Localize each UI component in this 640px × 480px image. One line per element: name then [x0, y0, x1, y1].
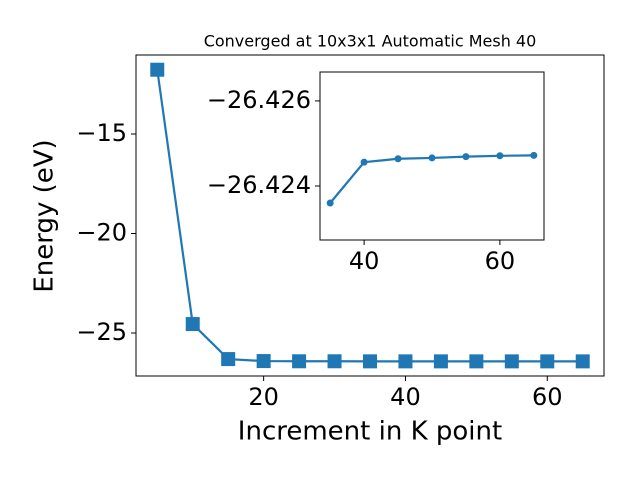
y-tick-label: −15 [76, 119, 127, 147]
x-tick-label: 60 [532, 383, 563, 411]
x-tick-label: 60 [485, 247, 516, 275]
marker [530, 151, 538, 159]
marker [504, 354, 519, 369]
marker [496, 152, 504, 160]
y-tick-label: −26.426 [207, 86, 311, 114]
marker [469, 354, 484, 369]
x-tick-label: 40 [390, 383, 421, 411]
marker [256, 354, 271, 369]
marker [221, 352, 236, 367]
marker [462, 153, 470, 161]
x-axis-label: Increment in K point [238, 417, 502, 447]
marker [428, 154, 436, 162]
marker [363, 354, 377, 369]
marker [433, 354, 448, 369]
y-tick-label: −25 [76, 318, 127, 346]
marker [540, 354, 555, 369]
marker [360, 158, 368, 166]
x-tick-label: 20 [248, 383, 279, 411]
marker [185, 317, 200, 332]
marker [575, 354, 590, 369]
x-tick-label: 40 [349, 247, 380, 275]
y-tick-label: −20 [76, 219, 127, 247]
chart-title: Converged at 10x3x1 Automatic Mesh 40 [204, 32, 537, 51]
y-axis-label: Energy (eV) [30, 139, 60, 292]
marker [327, 354, 342, 369]
marker [292, 354, 307, 369]
marker [394, 155, 402, 163]
marker [398, 354, 413, 369]
marker [326, 199, 334, 207]
marker [150, 62, 165, 77]
y-tick-label: −26.424 [207, 171, 311, 199]
